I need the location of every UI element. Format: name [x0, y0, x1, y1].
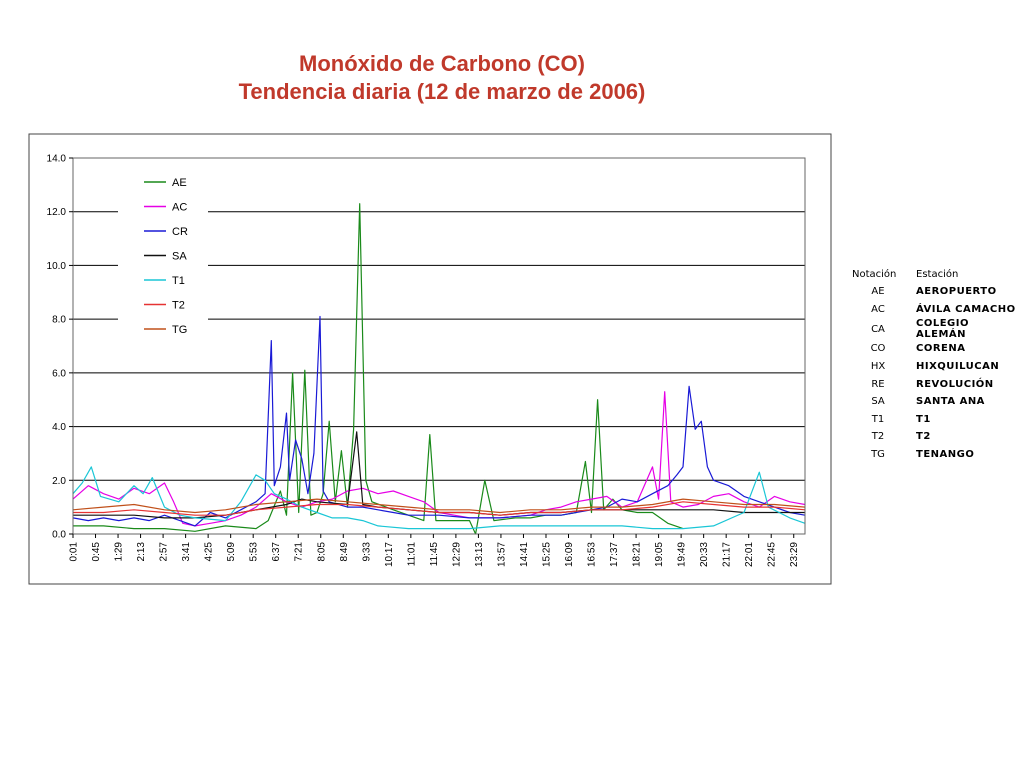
series-line-t1	[72, 466, 806, 530]
station-abbr: CA	[871, 323, 885, 335]
legend-label-tg: TG	[172, 324, 187, 336]
x-tick-label: 13:13	[474, 542, 485, 567]
x-tick-label: 11:45	[429, 542, 440, 567]
x-tick-label: 9:33	[361, 542, 372, 562]
header-estacion: Estación	[916, 269, 959, 280]
x-tick-label: 16:09	[564, 542, 575, 567]
station-abbr: TG	[871, 449, 885, 461]
series-line-t2	[73, 501, 806, 516]
station-abbr: T1	[871, 413, 885, 425]
legend-label-t1: T1	[172, 275, 185, 287]
x-tick-label: 12:29	[451, 542, 462, 567]
x-tick-label: 7:21	[294, 542, 305, 562]
table-row: HX HIXQUILUCAN	[846, 358, 1024, 376]
x-tick-label: 13:57	[496, 542, 507, 567]
header-notacion: Notación	[852, 269, 897, 280]
station-abbr: T2	[871, 431, 885, 443]
series-line-tg	[72, 498, 806, 514]
legend-label-ae: AE	[172, 177, 187, 189]
station-name: SANTA ANA	[916, 396, 985, 408]
table-row: AC ÁVILA CAMACHO	[846, 301, 1024, 319]
x-tick-label: 21:17	[722, 542, 733, 567]
x-tick-label: 22:01	[744, 542, 755, 567]
x-tick-label: 1:29	[114, 542, 125, 562]
chart-title: Monóxido de Carbono (CO) Tendencia diari…	[0, 50, 884, 106]
y-tick-label: 12.0	[47, 207, 67, 218]
table-row: RE REVOLUCIÓN	[846, 375, 1024, 393]
x-tick-label: 10:17	[384, 542, 395, 567]
chart-title-line2: Tendencia diaria (12 de marzo de 2006)	[238, 79, 646, 104]
station-name: COLEGIO ALEMÁN	[916, 318, 969, 341]
table-row: T1 T1	[846, 411, 1024, 429]
table-row: CO CORENA	[846, 340, 1024, 358]
table-row: AE AEROPUERTO	[846, 283, 1024, 301]
x-tick-label: 19:49	[677, 542, 688, 567]
x-tick-label: 19:05	[654, 542, 665, 567]
station-name: TENANGO	[916, 449, 975, 461]
x-tick-label: 15:25	[541, 542, 552, 567]
station-name: CORENA	[916, 343, 966, 355]
x-tick-label: 16:53	[587, 542, 598, 567]
y-tick-label: 10.0	[47, 261, 67, 272]
x-tick-label: 0:45	[91, 542, 102, 562]
x-tick-label: 4:25	[204, 542, 215, 562]
table-row: CA COLEGIO ALEMÁN	[846, 318, 1024, 340]
x-tick-label: 3:41	[181, 542, 192, 562]
legend-label-t2: T2	[172, 300, 185, 312]
x-tick-label: 17:37	[609, 542, 620, 567]
y-tick-label: 0.0	[52, 530, 66, 541]
series-line-ae	[73, 203, 684, 535]
series-line-cr	[72, 315, 806, 527]
table-row: T2 T2	[846, 428, 1024, 446]
legend-label-cr: CR	[172, 226, 188, 238]
x-tick-label: 20:33	[699, 542, 710, 567]
x-tick-label: 6:37	[271, 542, 282, 562]
y-tick-label: 8.0	[52, 315, 66, 326]
stations-table-header: Notación Estación	[846, 266, 1024, 283]
station-name: AEROPUERTO	[916, 286, 997, 298]
series-line-ac	[72, 391, 806, 527]
legend-label-sa: SA	[172, 251, 187, 263]
station-name: ÁVILA CAMACHO	[916, 303, 1016, 315]
y-tick-label: 2.0	[52, 476, 66, 487]
station-abbr: CO	[870, 343, 886, 355]
x-tick-label: 18:21	[632, 542, 643, 567]
y-tick-label: 14.0	[47, 154, 67, 165]
station-name: T1	[916, 413, 931, 425]
x-tick-label: 0:01	[69, 542, 80, 562]
x-tick-label: 2:57	[159, 542, 170, 562]
table-row: SA SANTA ANA	[846, 393, 1024, 411]
chart-title-line1: Monóxido de Carbono (CO)	[299, 51, 585, 76]
station-name: T2	[916, 431, 931, 443]
x-tick-label: 5:53	[249, 542, 260, 562]
station-abbr: RE	[871, 378, 885, 390]
plot-area-border	[72, 157, 806, 535]
legend-label-ac: AC	[172, 202, 187, 214]
x-tick-label: 22:45	[767, 542, 778, 567]
x-tick-label: 5:09	[226, 542, 237, 562]
x-tick-label: 23:29	[789, 542, 800, 567]
x-tick-label: 14:41	[519, 542, 530, 567]
station-name: HIXQUILUCAN	[916, 361, 1000, 373]
station-abbr: AE	[871, 286, 885, 298]
station-abbr: HX	[870, 361, 886, 373]
y-tick-label: 6.0	[52, 368, 66, 379]
station-abbr: SA	[871, 396, 885, 408]
station-abbr: AC	[871, 303, 885, 315]
station-name: REVOLUCIÓN	[916, 378, 994, 390]
table-row: TG TENANGO	[846, 446, 1024, 464]
x-tick-label: 11:01	[406, 542, 417, 567]
x-tick-label: 2:13	[136, 542, 147, 562]
x-tick-label: 8:49	[339, 542, 350, 562]
x-tick-label: 8:05	[316, 542, 327, 562]
y-tick-label: 4.0	[52, 422, 66, 433]
stations-table: Notación Estación AE AEROPUERTO AC ÁVILA C…	[846, 266, 1024, 463]
